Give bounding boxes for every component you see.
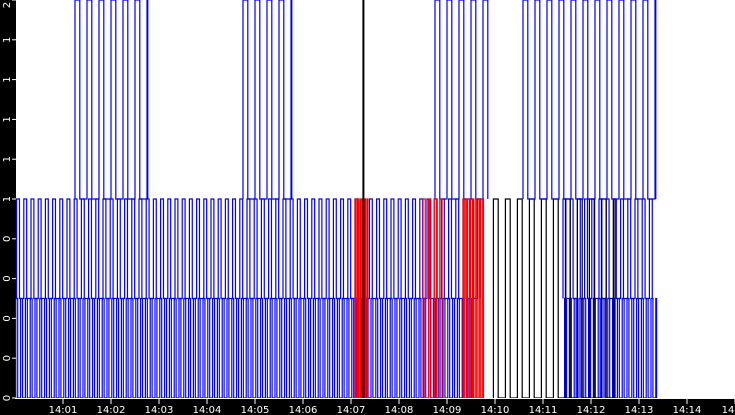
x-tick-label: 14	[722, 405, 735, 415]
x-tick-label: 14:10	[481, 405, 510, 415]
x-tick-label: 14:14	[673, 405, 702, 415]
y-tick-label: 0	[2, 275, 13, 281]
x-tick-label: 14:04	[193, 405, 222, 415]
y-tick-label: 0	[2, 315, 13, 321]
y-tick-label: 1	[2, 156, 13, 162]
x-tick-label: 14:08	[385, 405, 414, 415]
pulse-train-blue-5	[74, 0, 149, 200]
pulse-train-red-9	[354, 198, 369, 399]
y-tick-label: 0	[2, 236, 13, 242]
x-tick-label: 14:13	[625, 405, 654, 415]
x-tick-label: 14:03	[145, 405, 174, 415]
x-tick-label: 14:06	[289, 405, 318, 415]
pulse-train-red-11	[462, 198, 485, 399]
x-tick-label: 14:12	[577, 405, 606, 415]
x-tick-label: 14:07	[337, 405, 366, 415]
pulse-train-blue-6	[242, 0, 293, 200]
x-axis-ticks: 14:01 14:02 14:03 14:04 14:05 14:06 14:07 14:08…	[49, 399, 735, 415]
y-tick-label: 1	[2, 116, 13, 122]
y-tick-label: 0	[2, 355, 13, 361]
y-tick-label: 2	[2, 2, 13, 8]
pulse-train-blue-8	[522, 0, 657, 200]
y-tick-label: 1	[2, 76, 13, 82]
x-tick-label: 14:01	[49, 405, 78, 415]
y-tick-label: 0	[2, 395, 13, 401]
pulse-train-black-12	[362, 0, 365, 398]
y-tick-label: 1	[2, 37, 13, 43]
x-tick-label: 14:09	[433, 405, 462, 415]
x-tick-label: 14:11	[529, 405, 558, 415]
x-tick-label: 14:05	[241, 405, 270, 415]
x-tick-label: 14:02	[97, 405, 126, 415]
y-axis: 0 0 0 0 0 1 1 1 1 1 2	[2, 0, 16, 401]
y-tick-label: 1	[2, 196, 13, 202]
